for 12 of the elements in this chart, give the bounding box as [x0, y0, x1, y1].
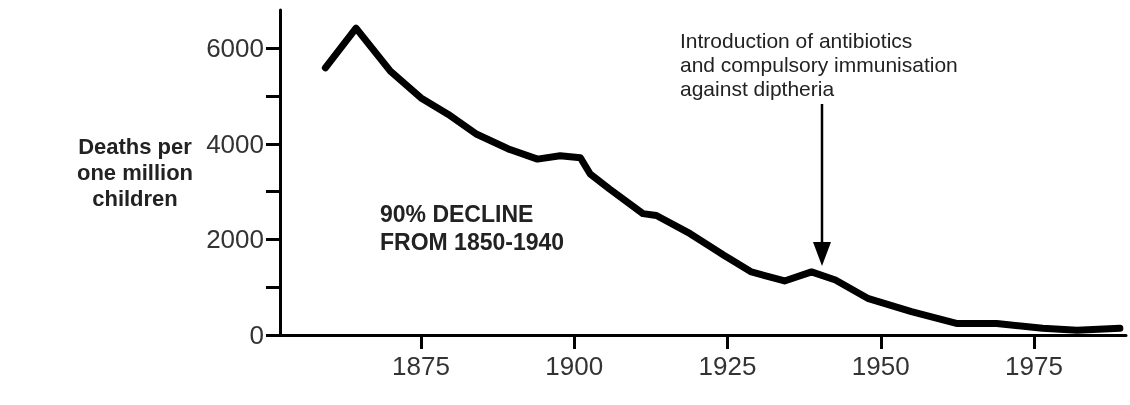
- y-tick-label: 4000: [206, 128, 264, 159]
- x-tick-label: 1875: [392, 351, 450, 381]
- y-tick-label: 0: [249, 320, 264, 350]
- x-tick-label: 1900: [545, 351, 604, 381]
- x-tick-label: 1925: [698, 351, 757, 381]
- x-tick-label: 1975: [1005, 351, 1063, 381]
- y-tick-label: 2000: [206, 224, 264, 255]
- annotation: Introduction of antibiotics and compulsory immunisation against diptheria: [680, 28, 958, 100]
- annotation: 90% DECLINE FROM 1850-1940: [380, 201, 565, 255]
- y-axis-title: Deaths per one million children: [76, 134, 194, 211]
- x-tick-label: 1950: [851, 351, 910, 381]
- y-tick-label: 6000: [206, 33, 264, 64]
